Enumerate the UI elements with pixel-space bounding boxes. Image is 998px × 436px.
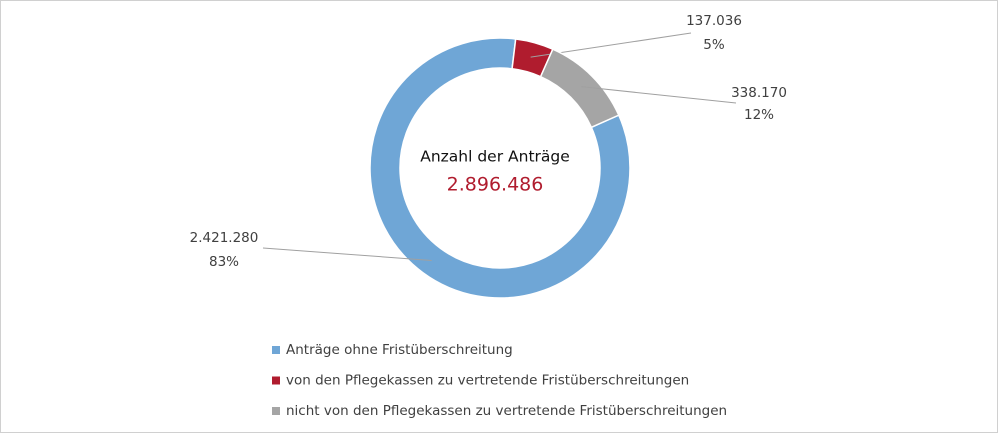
- legend-swatch: [272, 346, 280, 354]
- percent-label: 5%: [703, 37, 725, 53]
- data-label: 2.421.280: [190, 230, 259, 246]
- legend-swatch: [272, 407, 280, 415]
- percent-label: 12%: [744, 107, 774, 123]
- center-value: 2.896.486: [447, 174, 544, 196]
- legend-label: von den Pflegekassen zu vertretende Fris…: [286, 373, 689, 389]
- legend-label: Anträge ohne Fristüberschreitung: [286, 342, 513, 358]
- data-label: 338.170: [731, 85, 787, 101]
- percent-label: 83%: [209, 254, 239, 270]
- center-title: Anzahl der Anträge: [420, 148, 570, 166]
- leader-line: [581, 86, 737, 104]
- donut-slice: [369, 37, 631, 299]
- data-label: 137.036: [686, 13, 742, 29]
- leader-line: [262, 247, 432, 261]
- legend-label: nicht von den Pflegekassen zu vertretend…: [286, 403, 727, 419]
- legend-swatch: [272, 376, 280, 385]
- donut-slice: [539, 48, 620, 129]
